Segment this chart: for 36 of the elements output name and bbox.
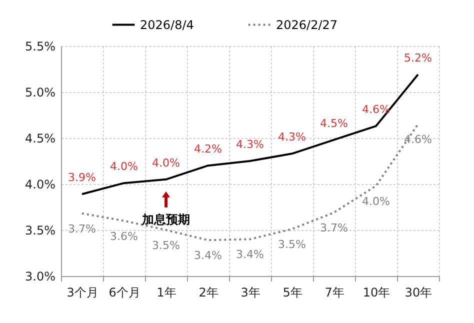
legend-label: 2026/2/27 <box>276 18 338 32</box>
x-tick-label: 5年 <box>282 286 302 300</box>
data-label: 4.0% <box>362 194 390 208</box>
data-label: 4.6% <box>404 133 432 146</box>
y-tick-label: 3.0% <box>25 270 56 284</box>
x-tick-label: 2年 <box>198 286 218 300</box>
data-label: 3.4% <box>194 249 222 262</box>
x-tick-label: 10年 <box>362 286 390 300</box>
data-label: 4.0% <box>110 160 138 174</box>
annotation: 加息预期 <box>141 212 190 226</box>
x-tick-label: 1年 <box>156 286 176 300</box>
data-label: 3.6% <box>110 230 138 243</box>
data-label: 4.0% <box>152 156 180 170</box>
data-label: 3.5% <box>152 239 180 252</box>
data-label: 5.2% <box>404 52 432 65</box>
data-label: 3.9% <box>68 171 96 184</box>
x-tick-label: 7年 <box>324 286 344 300</box>
x-tick-label: 6个月 <box>108 286 140 300</box>
y-tick-label: 3.5% <box>25 224 56 238</box>
y-tick-label: 4.5% <box>25 132 56 146</box>
y-tick-label: 4.0% <box>25 178 56 192</box>
data-label: 3.7% <box>68 222 96 236</box>
legend-label: 2026/8/4 <box>140 18 194 32</box>
y-tick-label: 5.0% <box>25 86 56 100</box>
y-tick-label: 5.5% <box>25 40 56 54</box>
x-tick-label: 3个月 <box>66 286 98 300</box>
x-tick-label: 30年 <box>404 286 432 300</box>
data-label: 3.5% <box>278 238 306 252</box>
data-label: 4.5% <box>320 116 348 130</box>
data-label: 3.7% <box>320 222 348 235</box>
data-label: 3.4% <box>236 248 264 262</box>
data-label: 4.3% <box>236 138 264 151</box>
data-label: 4.3% <box>278 130 306 144</box>
data-label: 4.6% <box>362 103 390 116</box>
x-tick-label: 3年 <box>240 286 260 300</box>
data-label: 4.2% <box>194 142 222 156</box>
